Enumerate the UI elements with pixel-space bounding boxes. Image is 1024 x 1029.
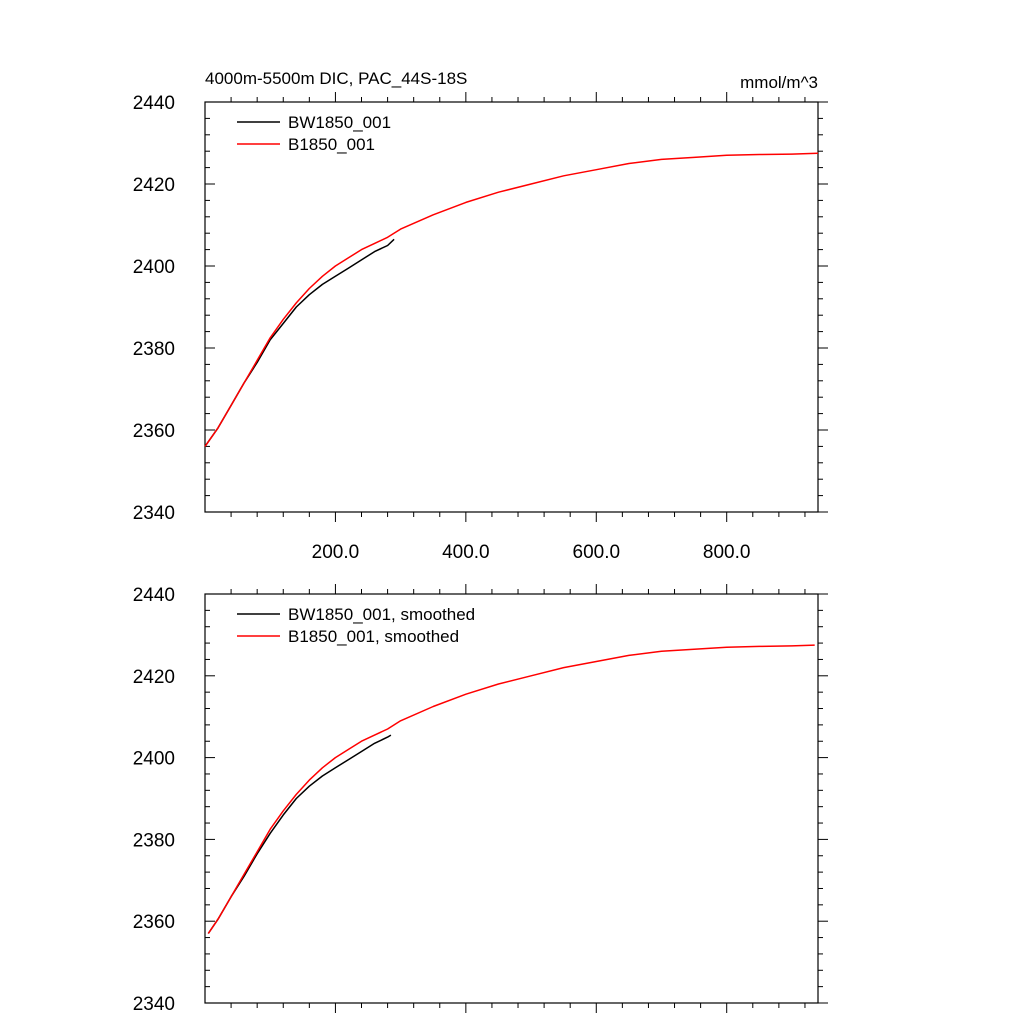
y-tick-label: 2340 — [133, 994, 175, 1015]
top-panel: 2340 2360 2380 2400 2420 2440 200.0 400.0 600.0 8… — [133, 69, 828, 563]
units-label: mmol/m^3 — [740, 73, 818, 92]
y-tick-label: 2440 — [133, 585, 175, 606]
series-line-bw1850 — [207, 734, 392, 934]
series-line-b1850 — [207, 644, 815, 934]
y-tick-label: 2380 — [133, 830, 175, 851]
legend-label: B1850_001 — [288, 135, 375, 154]
x-tick-label: 200.0 — [312, 542, 360, 563]
y-tick-label: 2360 — [133, 912, 175, 933]
y-tick-label: 2340 — [133, 503, 175, 524]
legend-label: BW1850_001 — [288, 113, 391, 132]
series-line-b1850 — [204, 152, 819, 447]
y-tick-label: 2400 — [133, 257, 175, 278]
legend-label: B1850_001, smoothed — [288, 627, 459, 646]
x-tick-label: 600.0 — [573, 542, 621, 563]
y-tick-label: 2420 — [133, 175, 175, 196]
x-tick-label: 400.0 — [442, 542, 490, 563]
y-tick-label: 2360 — [133, 421, 175, 442]
legend-label: BW1850_001, smoothed — [288, 605, 475, 624]
plot-frame — [204, 593, 819, 1004]
series-line-bw1850 — [204, 238, 395, 447]
y-tick-label: 2380 — [133, 339, 175, 360]
plot-frame — [204, 101, 819, 513]
bottom-panel: 2340 2360 2380 2400 2420 2440 BW1850_001, smoo… — [133, 584, 828, 1015]
x-tick-label: 800.0 — [703, 542, 751, 563]
y-tick-label: 2400 — [133, 749, 175, 770]
y-tick-label: 2420 — [133, 667, 175, 688]
chart-title: 4000m-5500m DIC, PAC_44S-18S — [205, 69, 467, 88]
y-tick-label: 2440 — [133, 93, 175, 114]
